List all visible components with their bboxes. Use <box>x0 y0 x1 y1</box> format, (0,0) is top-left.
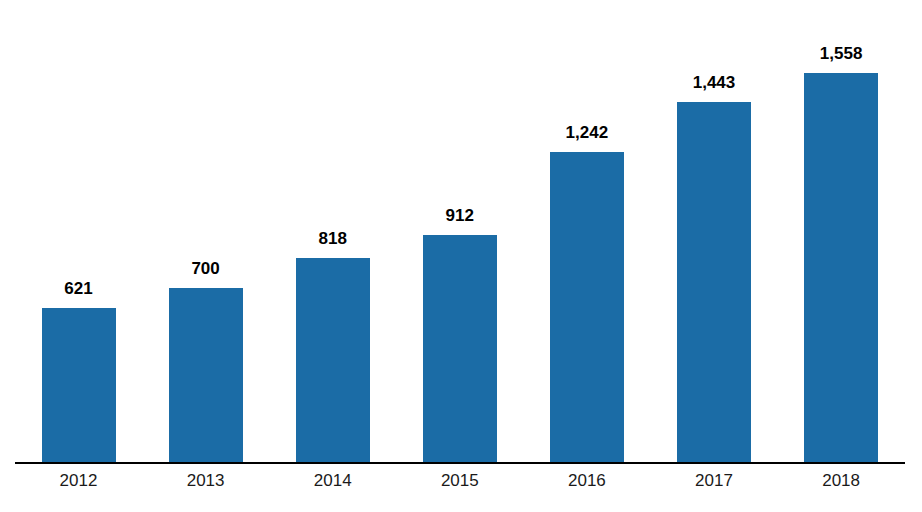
bar-value-label: 700 <box>191 259 219 279</box>
bar-value-label: 912 <box>446 206 474 226</box>
x-tick-label: 2018 <box>822 471 860 491</box>
bar <box>42 308 116 463</box>
bar <box>804 73 878 463</box>
x-tick-label: 2012 <box>60 471 98 491</box>
x-tick-label: 2017 <box>695 471 733 491</box>
bar-chart: 621 700 818 912 1,242 1,443 1,558 2012 2013 2014… <box>0 0 922 512</box>
x-axis-line <box>15 462 905 464</box>
x-tick-label: 2015 <box>441 471 479 491</box>
bar-value-label: 1,242 <box>566 123 609 143</box>
bar-value-label: 1,443 <box>693 73 736 93</box>
x-tick-label: 2013 <box>187 471 225 491</box>
bar <box>550 152 624 463</box>
bar <box>296 258 370 463</box>
bar-value-label: 621 <box>64 279 92 299</box>
bar-value-label: 1,558 <box>820 44 863 64</box>
bar-value-label: 818 <box>319 229 347 249</box>
bar <box>677 102 751 463</box>
x-tick-label: 2014 <box>314 471 352 491</box>
x-tick-label: 2016 <box>568 471 606 491</box>
bar <box>423 235 497 463</box>
bar <box>169 288 243 463</box>
